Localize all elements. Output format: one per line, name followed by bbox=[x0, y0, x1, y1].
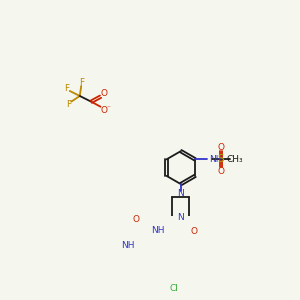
Text: O: O bbox=[100, 88, 108, 98]
Text: N: N bbox=[177, 189, 184, 198]
Text: F: F bbox=[66, 100, 71, 109]
Text: O: O bbox=[133, 215, 140, 224]
Text: O: O bbox=[191, 227, 198, 236]
Text: NH: NH bbox=[209, 155, 223, 164]
Text: S: S bbox=[218, 154, 224, 164]
Text: F: F bbox=[64, 84, 69, 93]
Text: NH: NH bbox=[151, 226, 165, 235]
Text: N: N bbox=[177, 213, 184, 222]
Text: F: F bbox=[79, 78, 84, 87]
Text: NH: NH bbox=[121, 241, 135, 250]
Text: O: O bbox=[218, 167, 224, 176]
Text: CH₃: CH₃ bbox=[227, 155, 244, 164]
Text: Cl: Cl bbox=[169, 284, 178, 293]
Text: O: O bbox=[218, 143, 224, 152]
Text: ⁻: ⁻ bbox=[106, 103, 110, 112]
Text: O: O bbox=[100, 106, 108, 115]
